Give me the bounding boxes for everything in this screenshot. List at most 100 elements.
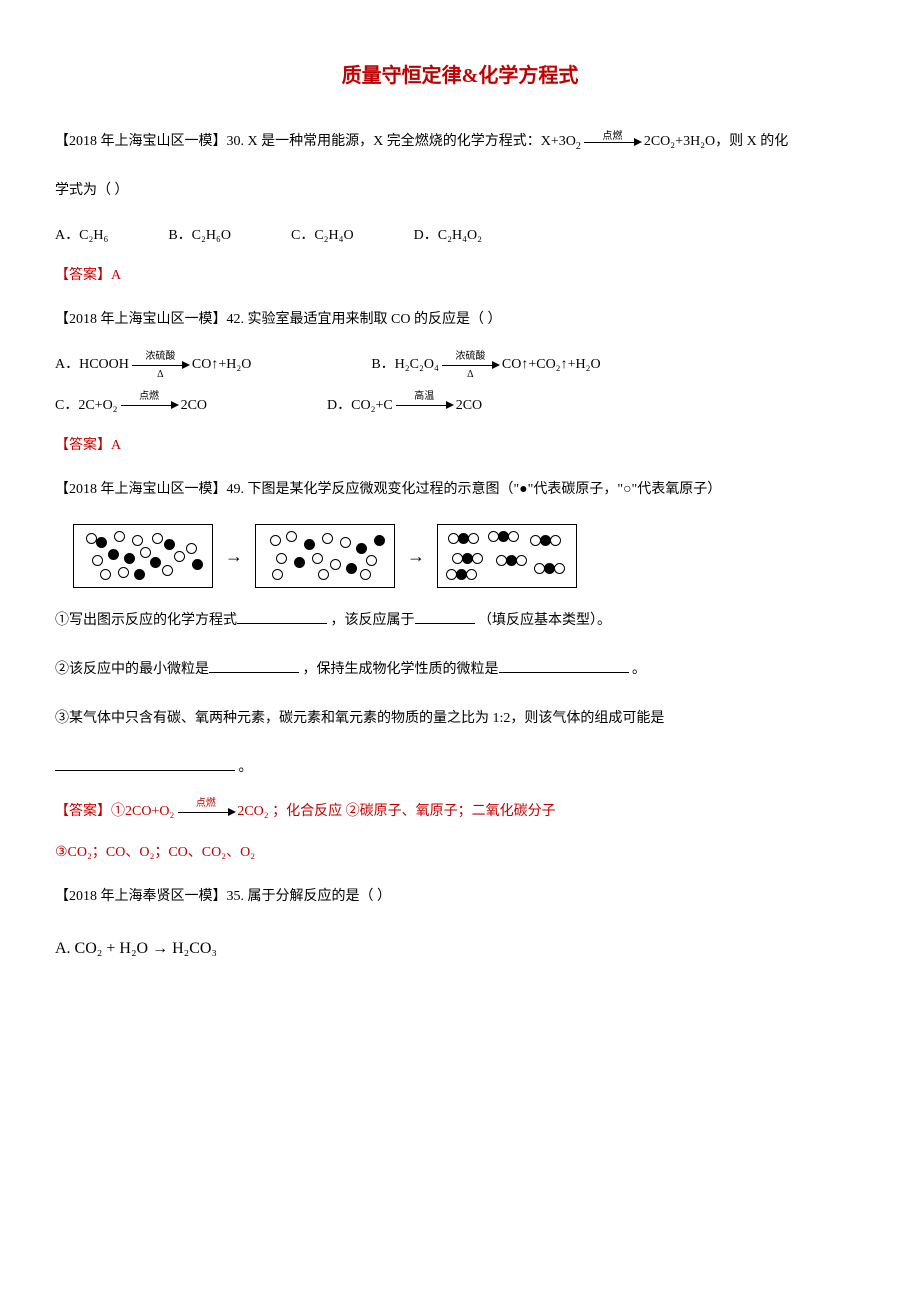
q2-c-post: 2CO [181,398,207,413]
arrow-cond-top: 高温 [396,389,452,405]
q3-answer-1: 【答案】①2CO+O₂ 点燃 2CO₂ ；化合反应 ②碳原子、氧原子；二氧化碳分… [55,801,865,823]
blank [237,609,327,624]
q1-opt-d: D．C₂H₄O₂ [414,225,482,247]
q3-sub1-b: ，该反应属于 [331,613,415,628]
q3-ans-post: 2CO₂ ；化合反应 ②碳原子、氧原子；二氧化碳分子 [237,804,555,819]
arrow-cond-top: 点燃 [121,389,177,405]
white-atom-icon [330,559,341,570]
diagram-box-1 [73,524,213,588]
black-atom-icon [96,537,107,548]
q3-sub3-blank: 。 [55,753,865,784]
q2-c-pre: C．2C+O₂ [55,398,118,413]
arrow-cond-bot: Δ [132,367,188,383]
black-atom-icon [108,549,119,560]
q2-opt-b: B．H₂C₂O₄ 浓硫酸 Δ CO↑+CO₂↑+H₂O [371,354,600,376]
black-atom-icon [304,539,315,550]
white-atom-icon [272,569,283,580]
arrow-icon: → [225,542,243,571]
q2-a-pre: A．HCOOH [55,357,129,372]
q2-opt-c: C．2C+O₂ 点燃 2CO [55,395,207,417]
q3-sub2: ②该反应中的最小微粒是 ，保持生成物化学性质的微粒是 。 [55,655,865,686]
white-atom-icon [174,551,185,562]
white-atom-icon [360,569,371,580]
reaction-arrow: 高温 [396,397,452,413]
white-atom-icon [468,533,479,544]
white-atom-icon [312,553,323,564]
white-atom-icon [318,569,329,580]
blank [415,609,475,624]
black-atom-icon [192,559,203,570]
white-atom-icon [162,565,173,576]
black-atom-icon [294,557,305,568]
q3-sub1-a: ①写出图示反应的化学方程式 [55,613,237,628]
q1-options: A．C₂H₆ B．C₂H₆O C．C₂H₄O D．C₂H₄O₂ [55,225,865,247]
arrow-cond-top: 浓硫酸 [132,349,188,365]
q1-opt-a: A．C₂H₆ [55,225,108,247]
diagram-box-3 [437,524,577,588]
q1-eq-tail: 2CO₂+3H₂O，则 X 的化 [644,134,788,149]
white-atom-icon [340,537,351,548]
q2-row1: A．HCOOH 浓硫酸 Δ CO↑+H₂O B．H₂C₂O₄ 浓硫酸 Δ CO↑… [55,354,865,376]
q1-tail: 学式为（ ） [55,176,865,207]
sub-2: 2 [576,141,581,152]
q2-d-post: 2CO [456,398,482,413]
blank [55,756,235,771]
q1-answer: 【答案】A [55,265,865,287]
white-atom-icon [472,553,483,564]
q1-stem: 【2018 年上海宝山区一模】30. X 是一种常用能源，X 完全燃烧的化学方程… [55,127,865,158]
q3-sub2-a: ②该反应中的最小微粒是 [55,662,209,677]
q3-ans-pre: 【答案】①2CO+O₂ [55,804,174,819]
black-atom-icon [124,553,135,564]
white-atom-icon [140,547,151,558]
q1-opt-c: C．C₂H₄O [291,225,354,247]
blank [499,658,629,673]
arrow-cond-top: 点燃 [178,796,234,812]
q2-b-pre: B．H₂C₂O₄ [371,357,439,372]
white-atom-icon [270,535,281,546]
white-atom-icon [466,569,477,580]
arrow-cond-top: 浓硫酸 [442,349,498,365]
arrow-condition: 点燃 [584,126,640,148]
arrow-icon: → [407,542,425,571]
white-atom-icon [554,563,565,574]
q2-opt-d: D．CO₂+C 高温 2CO [327,395,482,417]
q3-sub3-end: 。 [239,760,253,775]
white-atom-icon [92,555,103,566]
reaction-arrow: 点燃 [178,804,234,820]
q3-answer-2: ③CO₂；CO、O₂；CO、CO₂、O₂ [55,842,865,864]
q4-stem: 【2018 年上海奉贤区一模】35. 属于分解反应的是（ ） [55,882,865,913]
white-atom-icon [550,535,561,546]
q4-opt-a: A. CO₂ + H₂O → H₂CO₃ [55,931,865,966]
reaction-arrow: 点燃 [121,397,177,413]
q3-stem: 【2018 年上海宝山区一模】49. 下图是某化学反应微观变化过程的示意图（"●… [55,475,865,506]
q1-opt-b: B．C₂H₆O [168,225,231,247]
white-atom-icon [276,553,287,564]
white-atom-icon [118,567,129,578]
white-atom-icon [286,531,297,542]
reaction-arrow: 浓硫酸 Δ [442,357,498,373]
q3-sub1-c: （填反应基本类型）。 [478,613,611,628]
q2-opt-a: A．HCOOH 浓硫酸 Δ CO↑+H₂O [55,354,251,376]
white-atom-icon [186,543,197,554]
blank [209,658,299,673]
diagram-box-2 [255,524,395,588]
black-atom-icon [150,557,161,568]
q2-b-post: CO↑+CO₂↑+H₂O [502,357,601,372]
q2-a-post: CO↑+H₂O [192,357,251,372]
white-atom-icon [152,533,163,544]
white-atom-icon [132,535,143,546]
q2-stem: 【2018 年上海宝山区一模】42. 实验室最适宜用来制取 CO 的反应是（ ） [55,305,865,336]
page-title: 质量守恒定律&化学方程式 [55,60,865,92]
black-atom-icon [346,563,357,574]
black-atom-icon [374,535,385,546]
white-atom-icon [100,569,111,580]
q3-sub2-c: 。 [632,662,646,677]
q2-answer: 【答案】A [55,435,865,457]
black-atom-icon [134,569,145,580]
q2-d-pre: D．CO₂+C [327,398,393,413]
black-atom-icon [356,543,367,554]
white-atom-icon [508,531,519,542]
q2-row2: C．2C+O₂ 点燃 2CO D．CO₂+C 高温 2CO [55,395,865,417]
reaction-arrow: 浓硫酸 Δ [132,357,188,373]
q3-sub2-b: ，保持生成物化学性质的微粒是 [303,662,499,677]
